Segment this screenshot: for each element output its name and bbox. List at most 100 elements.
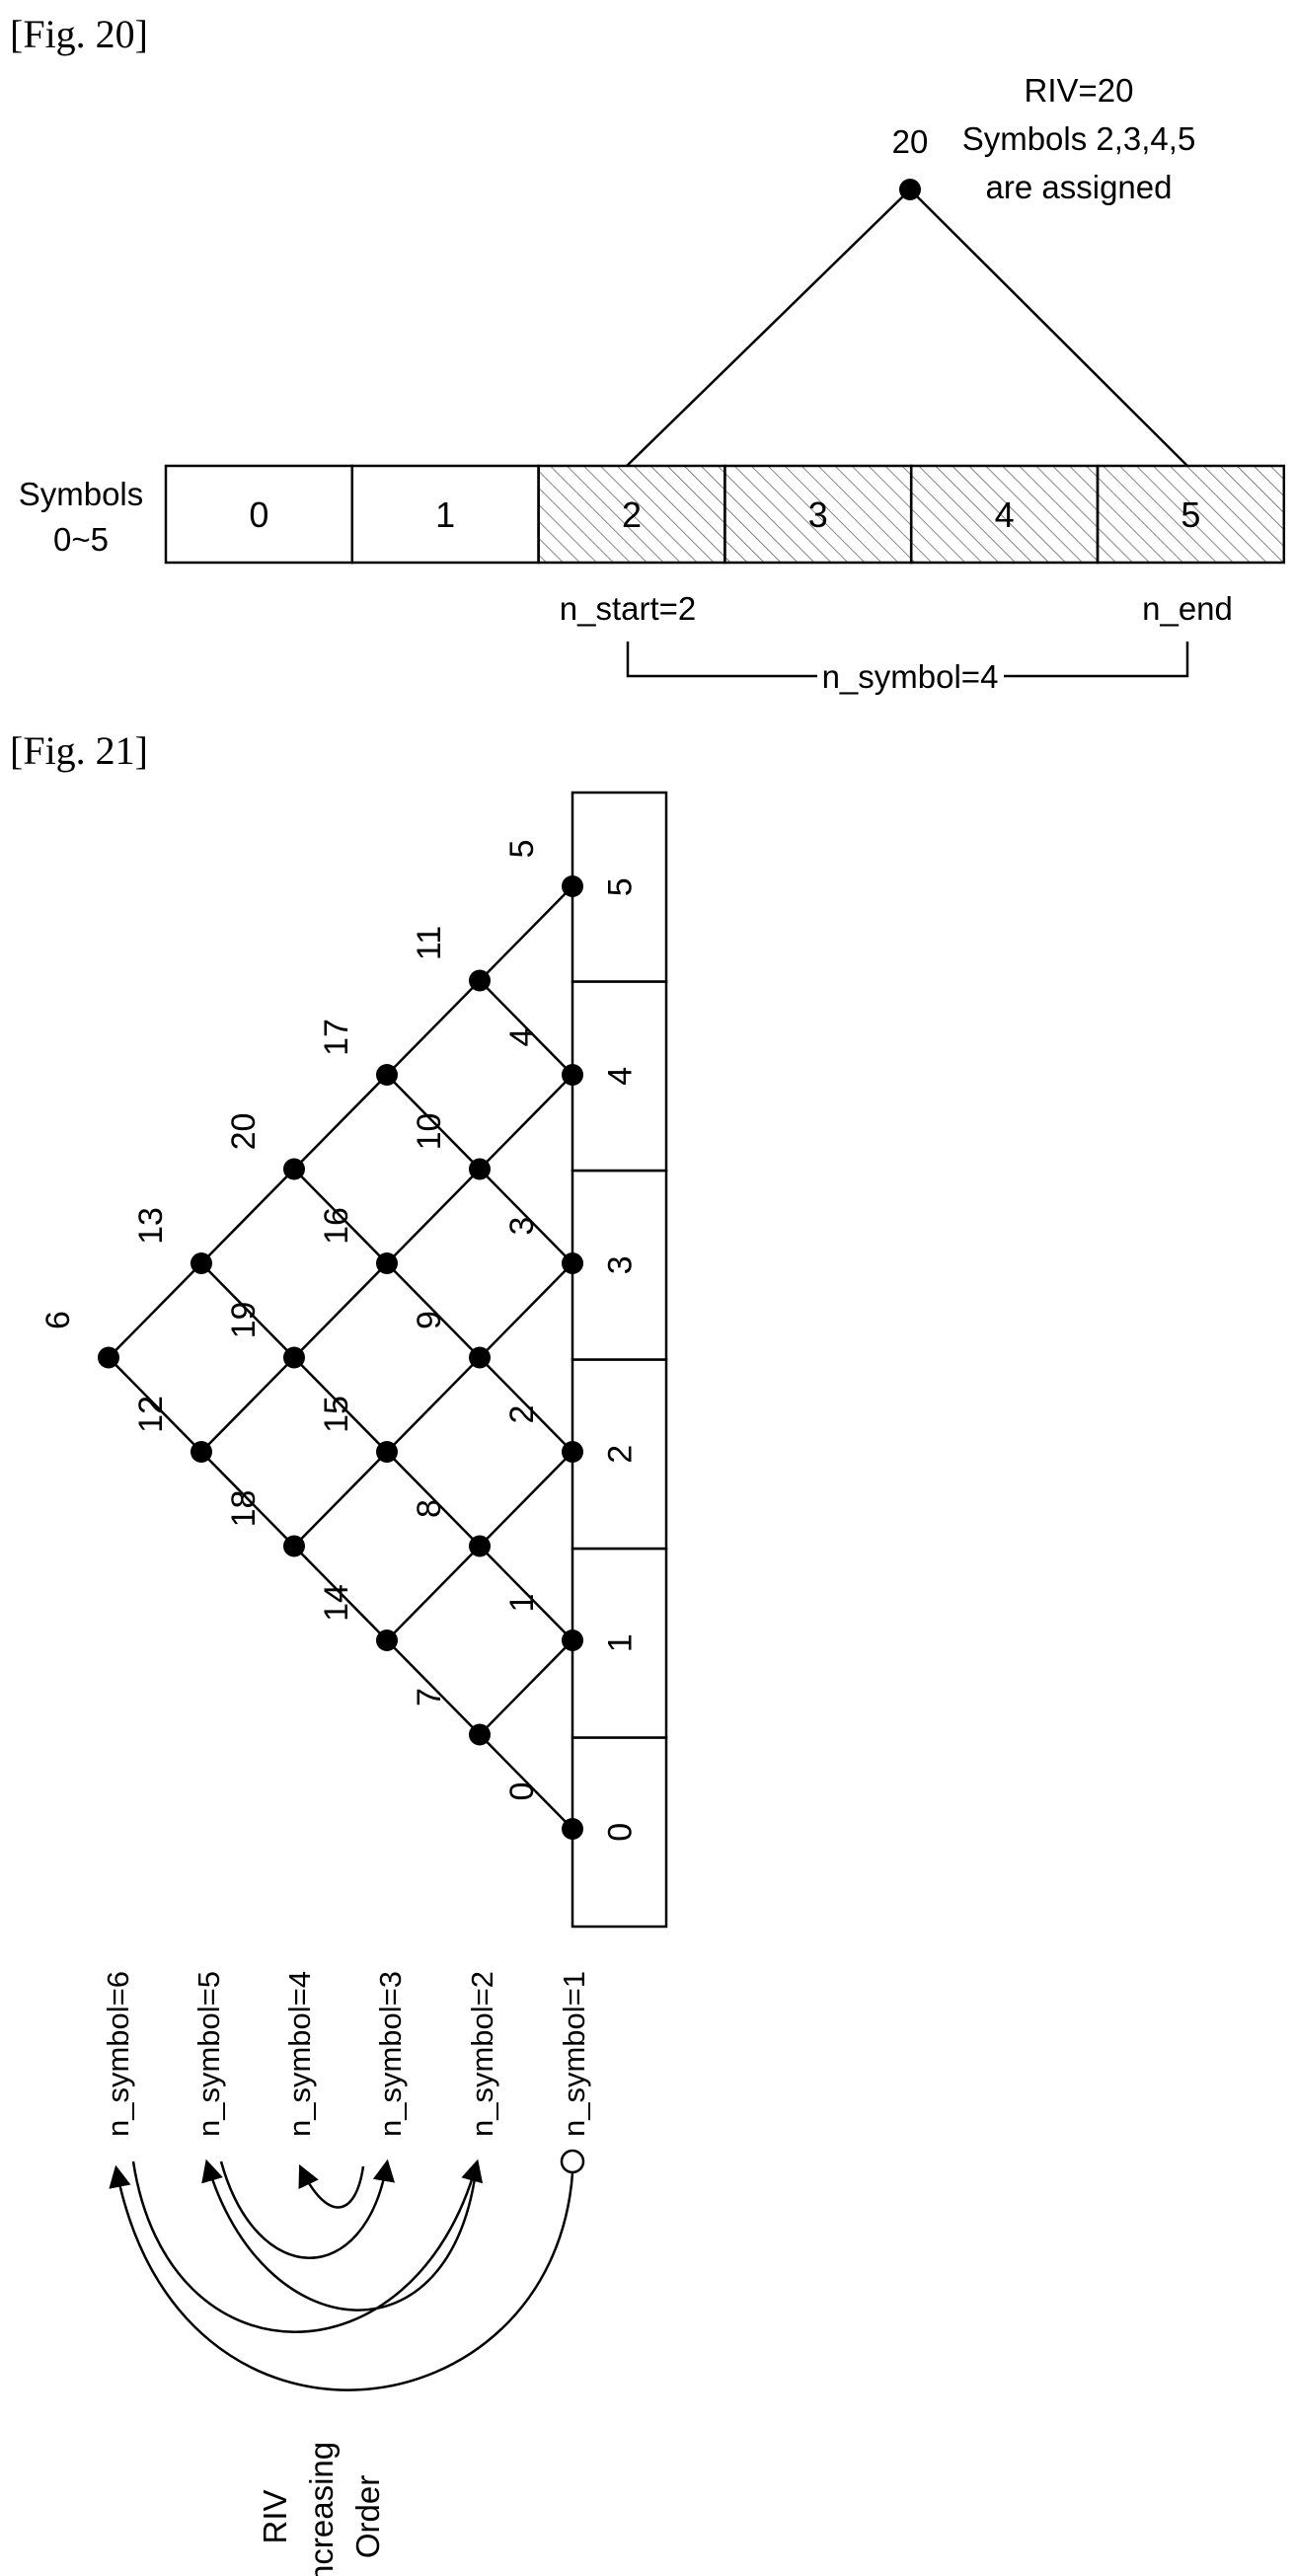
lattice-node-riv-8	[469, 1536, 491, 1557]
lattice-edge-9-2	[480, 1358, 572, 1453]
fig20-symbol-label-5: 5	[1180, 494, 1200, 535]
lattice-riv-label-4: 4	[503, 1028, 541, 1047]
fig20-symbol-row: 012345	[166, 466, 1284, 563]
lattice-riv-label-0: 0	[503, 1782, 541, 1801]
n-symbol-label-6: n_symbol=6	[101, 1971, 135, 2137]
riv-order-label: RIV Increasing Order	[257, 2442, 386, 2576]
n-symbol-1-open-dot	[562, 2151, 583, 2172]
lattice-riv-label-20: 20	[225, 1113, 263, 1151]
lattice-node-riv-4	[562, 1064, 583, 1086]
lattice-edge-7-0	[480, 1735, 572, 1830]
lattice-node-riv-2	[562, 1441, 583, 1463]
fig20-left-label-line1: Symbols	[19, 476, 144, 512]
lattice-riv-label-16: 16	[318, 1207, 355, 1245]
fig20-symbol-label-0: 0	[249, 494, 268, 535]
n-symbol-label-4: n_symbol=4	[282, 1971, 317, 2137]
fig20-left-label-line2: 0~5	[53, 521, 109, 558]
fig20-end-label: n_end	[1142, 590, 1233, 627]
fig20-apex-dot	[899, 179, 921, 200]
lattice-edge-14-7	[387, 1640, 480, 1735]
lattice-riv-label-19: 19	[225, 1302, 263, 1339]
fig21-symbol-label-3: 3	[602, 1255, 640, 1274]
fig20-span-bracket-right	[1004, 642, 1187, 676]
lattice-node-riv-3	[562, 1252, 583, 1274]
arc-2-to-5	[207, 2163, 477, 2311]
lattice-node-riv-19	[283, 1347, 305, 1369]
lattice-node-riv-13	[190, 1252, 212, 1274]
fig21-n-symbol-labels: n_symbol=6n_symbol=5n_symbol=4n_symbol=3…	[101, 1971, 591, 2137]
fig20-symbol-label-1: 1	[435, 494, 455, 535]
lattice-riv-label-9: 9	[411, 1311, 448, 1329]
fig20-note-line2: Symbols 2,3,4,5	[962, 120, 1196, 157]
lattice-edge-8-2	[480, 1452, 572, 1547]
fig21-symbol-label-4: 4	[602, 1067, 640, 1086]
lattice-edge-17-11	[387, 981, 480, 1076]
fig20-caption: [Fig. 20]	[10, 12, 148, 56]
lattice-riv-label-1: 1	[503, 1594, 541, 1613]
n-symbol-label-1: n_symbol=1	[557, 1971, 591, 2137]
fig21-symbol-label-5: 5	[602, 877, 640, 896]
lattice-node-riv-5	[562, 875, 583, 897]
lattice-node-riv-16	[376, 1252, 398, 1274]
lattice-riv-label-13: 13	[132, 1207, 170, 1245]
fig20-span-label: n_symbol=4	[822, 658, 999, 695]
lattice-edge-16-10	[387, 1170, 480, 1264]
fig20-symbol-label-4: 4	[995, 494, 1015, 535]
lattice-edge-14-8	[387, 1547, 480, 1641]
lattice-edge-11-4	[480, 981, 572, 1076]
lattice-node-riv-6	[98, 1347, 119, 1369]
fig20-note-line3: are assigned	[986, 169, 1173, 205]
fig21-symbol-label-1: 1	[602, 1633, 640, 1652]
lattice-edge-11-5	[480, 886, 572, 981]
lattice-riv-label-7: 7	[411, 1688, 448, 1706]
riv-order-line3: Order	[349, 2475, 386, 2558]
lattice-riv-label-6: 6	[39, 1311, 77, 1329]
lattice-node-riv-11	[469, 970, 491, 992]
fig21-symbol-label-0: 0	[602, 1823, 640, 1842]
lattice-node-riv-17	[376, 1064, 398, 1086]
riv-order-line1: RIV	[257, 2489, 293, 2543]
n-symbol-label-2: n_symbol=2	[465, 1971, 499, 2137]
lattice-node-riv-7	[469, 1724, 491, 1746]
lattice-riv-label-15: 15	[318, 1396, 355, 1433]
lattice-riv-label-17: 17	[318, 1019, 355, 1056]
fig20-right-line	[910, 189, 1187, 466]
arc-6-to-2	[133, 2161, 477, 2332]
fig20-apex-label: 20	[892, 123, 929, 160]
lattice-node-riv-20	[283, 1159, 305, 1180]
lattice-node-riv-10	[469, 1159, 491, 1180]
fig20-left-line	[627, 189, 910, 466]
lattice-node-riv-12	[190, 1441, 212, 1463]
fig20-symbol-label-3: 3	[808, 494, 828, 535]
fig21-caption: [Fig. 21]	[10, 728, 148, 773]
lattice-node-riv-18	[283, 1536, 305, 1557]
lattice-edge-20-17	[294, 1075, 387, 1170]
lattice-edge-10-4	[480, 1075, 572, 1170]
lattice-node-riv-15	[376, 1441, 398, 1463]
lattice-edge-18-15	[294, 1452, 387, 1547]
lattice-riv-label-8: 8	[411, 1499, 448, 1518]
lattice-edge-19-16	[294, 1263, 387, 1358]
lattice-riv-label-14: 14	[318, 1584, 355, 1622]
lattice-edge-8-1	[480, 1547, 572, 1641]
lattice-riv-label-10: 10	[411, 1113, 448, 1151]
fig20-span-bracket-left	[628, 642, 817, 676]
lattice-node-riv-1	[562, 1629, 583, 1651]
lattice-node-riv-0	[562, 1818, 583, 1840]
fig20-note-line1: RIV=20	[1025, 72, 1134, 109]
lattice-node-riv-14	[376, 1629, 398, 1651]
fig21-order-arcs	[116, 2151, 583, 2390]
riv-order-line2: Increasing	[303, 2442, 340, 2576]
fig21-symbol-label-2: 2	[602, 1445, 640, 1464]
lattice-riv-label-3: 3	[503, 1217, 541, 1236]
lattice-edge-10-3	[480, 1170, 572, 1264]
lattice-edge-13-20	[201, 1170, 294, 1264]
lattice-edge-7-1	[480, 1640, 572, 1735]
n-symbol-label-3: n_symbol=3	[373, 1971, 408, 2137]
lattice-riv-label-12: 12	[132, 1396, 170, 1433]
lattice-riv-label-2: 2	[503, 1405, 541, 1424]
lattice-riv-label-18: 18	[225, 1490, 263, 1528]
fig20-start-label: n_start=2	[560, 590, 697, 627]
lattice-riv-label-11: 11	[411, 926, 448, 960]
arc-3-to-4	[301, 2166, 363, 2208]
